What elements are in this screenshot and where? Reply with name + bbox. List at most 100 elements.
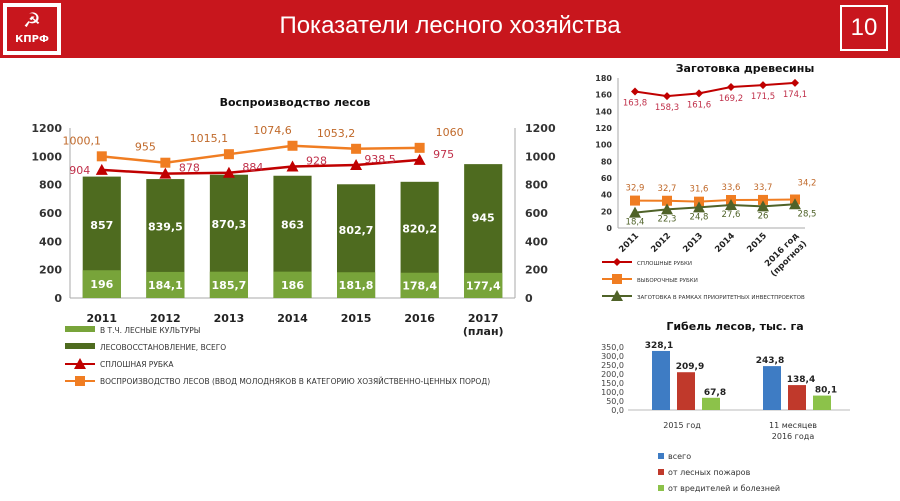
data-label: 169,2 — [719, 94, 743, 104]
data-marker — [286, 160, 299, 172]
legend-swatch — [658, 469, 664, 475]
slide-title: Показатели лесного хозяйства — [279, 12, 621, 39]
logo-text: КПРФ — [15, 34, 49, 45]
data-label: 884 — [242, 161, 263, 174]
bar — [813, 395, 831, 410]
data-label: 18,4 — [626, 218, 645, 228]
bar-cultures — [209, 271, 248, 298]
data-label: 22,3 — [658, 214, 677, 224]
data-label: 158,3 — [655, 103, 679, 113]
x-tick-label: 2012 — [649, 231, 673, 255]
x-tick-label: (план) — [463, 325, 504, 338]
bar-label-total: 945 — [472, 212, 495, 225]
bar — [788, 385, 806, 410]
y-tick-label: 0 — [606, 224, 612, 233]
data-label: 26 — [758, 211, 769, 221]
data-marker — [693, 201, 705, 213]
data-marker — [223, 149, 234, 160]
bar-label-total: 857 — [90, 219, 113, 232]
bar — [652, 350, 670, 410]
data-label: 33,6 — [722, 183, 741, 193]
bar-label-cultures: 186 — [281, 279, 304, 292]
legend-swatch — [65, 326, 95, 332]
bar-label-cultures: 181,8 — [339, 279, 374, 292]
y-tick-label-right: 400 — [525, 235, 548, 248]
y-tick-label: 160 — [595, 91, 612, 100]
legend-swatch — [658, 485, 664, 491]
y-tick-label-right: 200 — [525, 264, 548, 277]
y-tick-label: 50,0 — [606, 397, 624, 406]
series-line — [101, 144, 420, 164]
y-tick-label: 80 — [601, 157, 613, 166]
bar-label-cultures: 178,4 — [402, 279, 437, 292]
legend-label: ЛЕСОВОССТАНОВЛЕНИЕ, ВСЕГО — [100, 343, 226, 352]
y-tick-label: 350,0 — [601, 343, 624, 352]
y-tick-label-right: 600 — [525, 207, 548, 220]
legend-label: ЗАГОТОВКА В РАМКАХ ПРИОРИТЕТНЫХ ИНВЕСТПР… — [637, 295, 805, 301]
bar — [702, 397, 720, 410]
x-tick-label: 2015 — [745, 231, 769, 255]
data-label: 28,5 — [798, 209, 817, 219]
bar-label-cultures: 184,1 — [148, 279, 183, 292]
x-tick-label: 2013 — [214, 312, 245, 325]
y-tick-label: 300,0 — [601, 352, 624, 361]
data-label: 174,1 — [783, 90, 807, 100]
bar-label: 209,9 — [676, 362, 704, 372]
bar-label-total: 870,3 — [212, 218, 247, 231]
y-tick-label-left: 200 — [39, 264, 62, 277]
x-tick-label: 2013 — [681, 231, 705, 255]
data-marker — [351, 143, 362, 154]
data-label: 1074,6 — [253, 124, 292, 137]
x-tick-label: 2015 год — [663, 421, 701, 430]
y-tick-label: 0,0 — [611, 406, 624, 415]
data-label: 904 — [69, 164, 90, 177]
x-tick-label: 2011 — [86, 312, 117, 325]
data-label: 33,7 — [754, 183, 773, 193]
data-marker — [757, 200, 769, 212]
data-marker — [662, 195, 672, 206]
data-marker — [663, 92, 671, 101]
data-marker — [759, 81, 767, 90]
y-tick-label-left: 400 — [39, 235, 62, 248]
bar — [763, 366, 781, 410]
data-marker — [630, 195, 640, 206]
legend-label: СПЛОШНАЯ РУБКА — [100, 360, 174, 369]
x-tick-label: 2015 — [341, 312, 372, 325]
y-tick-label-right: 0 — [525, 292, 533, 305]
legend-marker — [74, 358, 86, 369]
x-tick-label: 2011 — [617, 231, 641, 255]
data-marker — [222, 166, 235, 178]
data-marker — [631, 87, 639, 96]
data-marker — [350, 159, 363, 171]
data-marker — [629, 206, 641, 218]
y-tick-label: 150,0 — [601, 379, 624, 388]
y-tick-label-left: 1200 — [31, 122, 62, 135]
data-label: 975 — [433, 148, 454, 161]
data-label: 24,8 — [690, 212, 709, 222]
x-tick-label: 2016 — [404, 312, 435, 325]
chart-title: Воспроизводство лесов — [220, 96, 371, 109]
data-label: 161,6 — [687, 100, 711, 110]
bar-label-cultures: 185,7 — [212, 279, 247, 292]
x-tick-label: 11 месяцев — [769, 421, 817, 430]
data-marker — [160, 157, 171, 168]
y-tick-label: 250,0 — [601, 361, 624, 370]
series-line — [101, 158, 420, 175]
y-tick-label: 20 — [601, 207, 613, 216]
legend-swatch — [65, 343, 95, 349]
bar-label-total: 820,2 — [402, 222, 437, 235]
bar-cultures — [273, 271, 312, 298]
data-label: 171,5 — [751, 92, 775, 102]
legend-swatch — [658, 453, 664, 459]
data-label: 27,6 — [722, 210, 741, 220]
legend-label: СПЛОШНЫЕ РУБКИ — [637, 261, 692, 267]
bar-label-total: 802,7 — [339, 224, 374, 237]
series-line — [634, 81, 796, 98]
data-label: 1000,1 — [63, 134, 102, 147]
data-label: 928 — [306, 155, 327, 168]
data-label: 955 — [135, 141, 156, 154]
y-tick-label: 100 — [595, 141, 612, 150]
data-marker — [791, 78, 799, 87]
bar-label: 138,4 — [787, 375, 815, 385]
data-marker — [727, 83, 735, 91]
